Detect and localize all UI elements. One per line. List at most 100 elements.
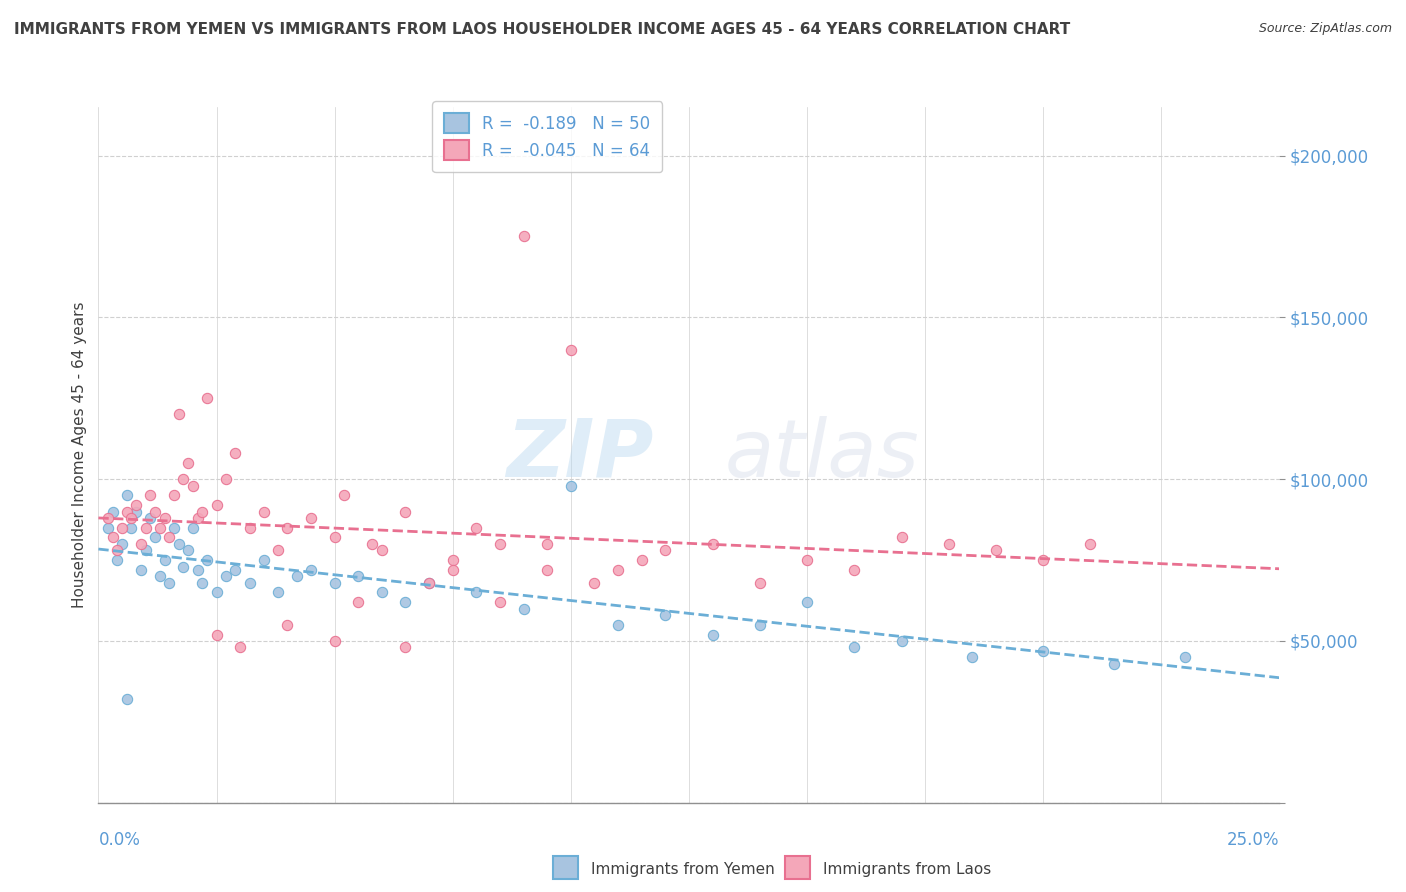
Point bbox=[229, 640, 252, 655]
Point bbox=[195, 392, 218, 406]
Point bbox=[1080, 537, 1102, 551]
Point bbox=[187, 563, 209, 577]
Point bbox=[163, 521, 186, 535]
Point bbox=[121, 521, 143, 535]
Point bbox=[115, 504, 138, 518]
Point bbox=[105, 543, 128, 558]
Point bbox=[125, 504, 148, 518]
Point bbox=[890, 634, 912, 648]
Point bbox=[890, 531, 912, 545]
Text: IMMIGRANTS FROM YEMEN VS IMMIGRANTS FROM LAOS HOUSEHOLDER INCOME AGES 45 - 64 YE: IMMIGRANTS FROM YEMEN VS IMMIGRANTS FROM… bbox=[14, 22, 1070, 37]
Point bbox=[465, 521, 488, 535]
Point bbox=[607, 617, 630, 632]
Text: Source: ZipAtlas.com: Source: ZipAtlas.com bbox=[1258, 22, 1392, 36]
Point bbox=[172, 559, 194, 574]
Point bbox=[205, 627, 228, 641]
Point bbox=[167, 408, 190, 422]
Point bbox=[129, 563, 152, 577]
Point bbox=[149, 521, 172, 535]
Point bbox=[512, 601, 534, 615]
Point bbox=[276, 521, 298, 535]
Point bbox=[181, 478, 204, 492]
Point bbox=[97, 521, 120, 535]
Point bbox=[121, 511, 143, 525]
Legend: R =  -0.189   N = 50, R =  -0.045   N = 64: R = -0.189 N = 50, R = -0.045 N = 64 bbox=[432, 102, 662, 172]
Point bbox=[465, 585, 488, 599]
Text: Immigrants from Yemen: Immigrants from Yemen bbox=[591, 863, 775, 877]
Point bbox=[418, 575, 440, 590]
Point bbox=[163, 488, 186, 502]
Point bbox=[560, 478, 582, 492]
Text: ZIP: ZIP bbox=[506, 416, 654, 494]
Point bbox=[143, 531, 166, 545]
Point bbox=[115, 488, 138, 502]
Point bbox=[394, 504, 416, 518]
Point bbox=[962, 650, 984, 665]
Point bbox=[1102, 657, 1125, 671]
Point bbox=[139, 488, 162, 502]
Point bbox=[153, 511, 176, 525]
Point bbox=[135, 521, 157, 535]
Text: 0.0%: 0.0% bbox=[98, 830, 141, 848]
Point bbox=[347, 569, 370, 583]
Point bbox=[394, 595, 416, 609]
Point bbox=[139, 511, 162, 525]
Point bbox=[125, 498, 148, 512]
Point bbox=[536, 537, 558, 551]
Point bbox=[560, 343, 582, 357]
Point bbox=[285, 569, 308, 583]
Point bbox=[702, 537, 724, 551]
Point bbox=[844, 563, 866, 577]
Point bbox=[105, 553, 128, 567]
Point bbox=[239, 575, 262, 590]
Point bbox=[299, 511, 322, 525]
Point bbox=[135, 543, 157, 558]
Point bbox=[267, 585, 290, 599]
Point bbox=[195, 553, 218, 567]
Point bbox=[205, 498, 228, 512]
Point bbox=[157, 531, 180, 545]
Point bbox=[239, 521, 262, 535]
Point bbox=[253, 553, 276, 567]
Point bbox=[191, 575, 214, 590]
Point bbox=[441, 563, 464, 577]
Point bbox=[512, 229, 534, 244]
Point bbox=[323, 531, 346, 545]
Point bbox=[205, 585, 228, 599]
Y-axis label: Householder Income Ages 45 - 64 years: Householder Income Ages 45 - 64 years bbox=[72, 301, 87, 608]
Point bbox=[333, 488, 356, 502]
Point bbox=[215, 472, 238, 486]
Point bbox=[347, 595, 370, 609]
Point bbox=[101, 504, 124, 518]
Point bbox=[984, 543, 1007, 558]
Point bbox=[181, 521, 204, 535]
Point bbox=[111, 537, 134, 551]
Point bbox=[177, 543, 200, 558]
Point bbox=[191, 504, 214, 518]
Point bbox=[143, 504, 166, 518]
Point bbox=[536, 563, 558, 577]
Text: atlas: atlas bbox=[724, 416, 920, 494]
Point bbox=[172, 472, 194, 486]
Point bbox=[115, 692, 138, 706]
Point bbox=[630, 553, 652, 567]
Point bbox=[1174, 650, 1197, 665]
Point bbox=[654, 543, 676, 558]
Point bbox=[583, 575, 606, 590]
Point bbox=[167, 537, 190, 551]
Text: 25.0%: 25.0% bbox=[1227, 830, 1279, 848]
Point bbox=[371, 543, 394, 558]
Point bbox=[101, 531, 124, 545]
Point bbox=[323, 575, 346, 590]
Point bbox=[489, 537, 512, 551]
Point bbox=[489, 595, 512, 609]
Point bbox=[394, 640, 416, 655]
Point bbox=[187, 511, 209, 525]
Point bbox=[1032, 553, 1054, 567]
Point bbox=[177, 456, 200, 470]
Point bbox=[441, 553, 464, 567]
Point bbox=[97, 511, 120, 525]
Point bbox=[654, 608, 676, 623]
Point bbox=[149, 569, 172, 583]
Point bbox=[157, 575, 180, 590]
